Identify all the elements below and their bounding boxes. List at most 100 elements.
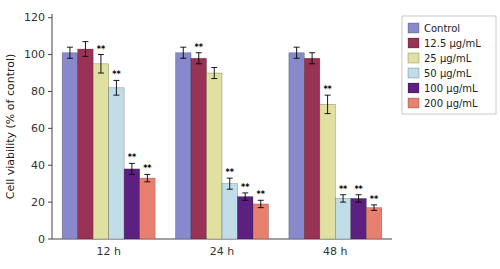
error-bar-cap (144, 174, 150, 175)
y-tick-label: 80 (31, 85, 45, 98)
significance-label: ** (354, 185, 363, 194)
error-bar (371, 205, 377, 211)
error-bar-stem (229, 178, 230, 189)
bar (124, 169, 139, 239)
error-bar-cap (129, 163, 135, 164)
y-tick (48, 202, 52, 203)
significance-label: ** (143, 164, 152, 173)
error-bar-stem (312, 53, 313, 64)
y-tick-label: 60 (31, 122, 45, 135)
error-bar (67, 47, 73, 58)
error-bar-cap (211, 78, 217, 79)
error-bar-stem (260, 200, 261, 207)
error-bar-cap (258, 200, 264, 201)
error-bar (144, 174, 150, 181)
y-tick-label: 0 (38, 233, 45, 246)
error-bar-stem (69, 47, 70, 58)
error-bar-cap (113, 95, 119, 96)
bar (109, 88, 124, 239)
y-tick-label: 40 (31, 159, 45, 172)
error-bar (82, 42, 88, 57)
significance-label: ** (323, 85, 332, 94)
error-bar-cap (227, 178, 233, 179)
error-bar-cap (227, 189, 233, 190)
y-tick (48, 17, 52, 18)
error-bar (356, 195, 362, 202)
bar (335, 198, 350, 239)
error-bar-stem (358, 195, 359, 202)
error-bar-stem (198, 53, 199, 64)
error-bar-stem (183, 47, 184, 58)
error-bar-stem (245, 193, 246, 200)
legend-label: 200 μg/mL (424, 98, 478, 109)
error-bar-stem (296, 47, 297, 58)
error-bar-stem (327, 95, 328, 113)
legend-swatch (408, 53, 419, 63)
error-bar (98, 55, 104, 73)
bar (191, 58, 206, 239)
error-bar-stem (100, 55, 101, 73)
legend-label: 25 μg/mL (424, 53, 472, 64)
error-bar-cap (98, 73, 104, 74)
y-tick (48, 54, 52, 55)
error-bar-stem (343, 195, 344, 202)
error-bar-cap (180, 47, 186, 48)
error-bar-cap (129, 174, 135, 175)
error-bar (258, 200, 264, 207)
y-axis-label: Cell viability (% of control) (4, 54, 17, 200)
error-bar-cap (82, 41, 88, 42)
error-bar (242, 193, 248, 200)
bar (78, 49, 93, 239)
legend: Control12.5 μg/mL25 μg/mL50 μg/mL100 μg/… (402, 16, 496, 114)
legend-swatch (408, 68, 419, 78)
legend-swatch (408, 98, 419, 108)
legend-label: 12.5 μg/mL (424, 38, 481, 49)
error-bar-cap (309, 63, 315, 64)
error-bar-cap (294, 47, 300, 48)
y-tick-label: 20 (31, 196, 45, 209)
legend-swatch (408, 83, 419, 93)
significance-label: ** (241, 183, 250, 192)
error-bar-cap (242, 192, 248, 193)
error-bar-cap (309, 52, 315, 53)
error-bar-stem (374, 205, 375, 211)
error-bar-cap (340, 194, 346, 195)
error-bar-stem (147, 174, 148, 181)
error-bar-stem (214, 67, 215, 78)
bar (93, 64, 108, 239)
y-tick (48, 165, 52, 166)
x-tick-label: 48 h (323, 245, 347, 258)
error-bar-cap (325, 113, 331, 114)
error-bar-cap (196, 52, 202, 53)
legend-swatch (408, 38, 419, 48)
bar (320, 104, 335, 239)
legend-label: 100 μg/mL (424, 83, 478, 94)
significance-label: ** (97, 45, 106, 54)
y-tick (48, 128, 52, 129)
error-bar (129, 163, 135, 174)
legend-swatch (408, 23, 419, 33)
chart: 020406080100120Cell viability (% of cont… (0, 0, 500, 269)
y-tick-label: 100 (24, 48, 45, 61)
error-bar-cap (371, 204, 377, 205)
x-tick-label: 12 h (96, 245, 120, 258)
bar (253, 204, 268, 239)
error-bar (340, 195, 346, 202)
legend-label: Control (424, 23, 460, 34)
error-bar (113, 80, 119, 95)
error-bar-cap (258, 207, 264, 208)
error-bar-cap (82, 56, 88, 57)
bar (176, 53, 191, 239)
x-tick-label: 24 h (210, 245, 234, 258)
error-bar-stem (85, 42, 86, 57)
error-bar (294, 47, 300, 58)
error-bar (211, 67, 217, 78)
bar (304, 58, 319, 239)
error-bar-cap (356, 194, 362, 195)
legend-frame (402, 16, 496, 114)
significance-label: ** (339, 185, 348, 194)
error-bar-cap (294, 58, 300, 59)
error-bar-stem (116, 80, 117, 95)
bar (366, 208, 381, 239)
significance-label: ** (226, 168, 235, 177)
